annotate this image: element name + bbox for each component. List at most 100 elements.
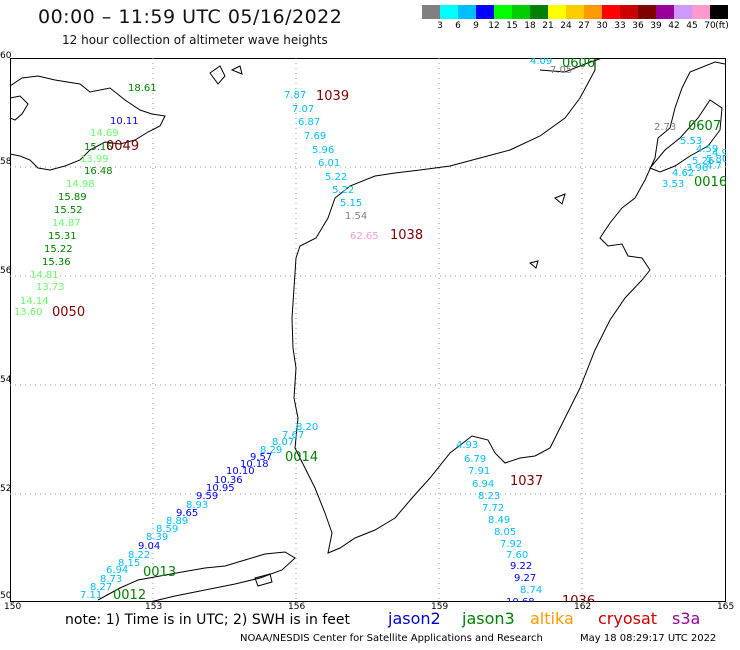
wave-height-value: 9.04 (138, 541, 160, 552)
wave-height-value: 8.20 (296, 422, 318, 433)
wave-height-value: 10.10 (226, 466, 255, 477)
colorbar-tick-label: (ft) (715, 21, 729, 31)
wave-height-value: 6.01 (318, 158, 340, 169)
wave-height-value: 14.87 (52, 218, 81, 229)
wave-height-value: 5.15 (340, 198, 362, 209)
wave-height-value: 5.22 (325, 172, 347, 183)
colorbar-swatch (674, 5, 692, 19)
coastline (230, 65, 243, 75)
wave-height-value: 14.98 (66, 179, 95, 190)
wave-height-value: 9.65 (176, 508, 198, 519)
wave-height-value: 4.93 (456, 440, 478, 451)
wave-height-value: 8.23 (478, 491, 500, 502)
wave-height-value: 15.16 (84, 142, 113, 153)
colorbar-swatch (602, 5, 620, 19)
wave-height-value: 4.62 (672, 168, 694, 179)
colorbar-tick-label: 24 (560, 21, 572, 31)
wave-height-value: 13.60 (14, 307, 43, 318)
lat-tick-label: 52 (0, 484, 12, 494)
track-time-label: 1039 (316, 89, 349, 104)
coastline (209, 65, 226, 85)
coastline (97, 551, 296, 602)
wave-height-value: 7.91 (468, 466, 490, 477)
colorbar-swatch (692, 5, 710, 19)
colorbar-tick-label: 18 (524, 21, 536, 31)
wave-height-value: 6.87 (298, 117, 320, 128)
colorbar-tick-label: 33 (614, 21, 626, 31)
satellite-altika: altika (530, 609, 574, 628)
colorbar (422, 5, 728, 19)
wave-height-value: 16.48 (84, 166, 113, 177)
wave-height-value: 8.59 (156, 524, 178, 535)
wave-height-value: 8.89 (166, 516, 188, 527)
colorbar-swatch (620, 5, 638, 19)
wave-height-value: 15.89 (58, 192, 87, 203)
wave-height-value: 62.65 (350, 231, 379, 242)
wave-height-value: 9.59 (196, 491, 218, 502)
wave-height-value: 15.36 (42, 257, 71, 268)
track-time-label: 1036 (562, 594, 595, 602)
colorbar-tick-label: 39 (650, 21, 662, 31)
coastline (291, 58, 726, 554)
wave-height-value: 7.60 (506, 550, 528, 561)
wave-height-value: 8.07 (272, 437, 294, 448)
wave-height-value: 10.36 (214, 475, 243, 486)
wave-height-value: 8.05 (494, 527, 516, 538)
wave-height-value: 8.49 (488, 515, 510, 526)
wave-height-value: 8.15 (118, 558, 140, 569)
colorbar-swatch (422, 5, 440, 19)
colorbar-tick-label: 3 (437, 21, 443, 31)
colorbar-swatch (530, 5, 548, 19)
wave-height-value: 14.69 (90, 128, 119, 139)
wave-height-value: 10.18 (240, 459, 269, 470)
wave-height-value: 10.11 (110, 116, 139, 127)
wave-height-value: 5.96 (312, 145, 334, 156)
wave-height-value: 4.91 (712, 148, 726, 159)
colorbar-tick-label: 12 (488, 21, 500, 31)
lon-tick-label: 150 (4, 602, 22, 612)
wave-height-value: 6.94 (106, 565, 128, 576)
wave-height-value: 15.22 (44, 244, 73, 255)
timestamp: May 18 08:29:17 UTC 2022 (580, 633, 717, 644)
wave-height-value: 7.11 (80, 590, 102, 601)
lon-tick-label: 165 (717, 602, 735, 612)
satellite-jason3: jason3 (462, 609, 515, 628)
lat-tick-label: 60 (0, 51, 12, 61)
colorbar-tick-label: 30 (596, 21, 608, 31)
lon-tick-label: 159 (431, 602, 449, 612)
wave-height-value: 1.54 (345, 211, 367, 222)
wave-height-value: 7.92 (500, 539, 522, 550)
wave-height-value: 4.59 (696, 144, 718, 155)
lon-tick-label: 156 (288, 602, 306, 612)
wave-height-value: 7.72 (482, 503, 504, 514)
satellite-s3a: s3a (672, 609, 701, 628)
colorbar-swatch (512, 5, 530, 19)
wave-height-value: 8.93 (186, 500, 208, 511)
lon-tick-label: 162 (574, 602, 592, 612)
track-time-label: 1037 (510, 474, 543, 489)
colorbar-swatch (566, 5, 584, 19)
track-time-label: 0050 (52, 305, 85, 320)
colorbar-swatch (548, 5, 566, 19)
lat-tick-label: 58 (0, 157, 12, 167)
colorbar-swatch (710, 5, 728, 19)
track-time-label: 0607 (688, 119, 721, 134)
colorbar-tick-label: 15 (506, 21, 518, 31)
colorbar-tick-label: 6 (455, 21, 461, 31)
page-subtitle: 12 hour collection of altimeter wave hei… (62, 33, 328, 47)
wave-height-value: 18.61 (128, 83, 157, 94)
wave-height-value: 8.22 (128, 550, 150, 561)
wave-height-value: 3.96 (686, 163, 708, 174)
units-note: note: 1) Time is in UTC; 2) SWH is in fe… (65, 612, 351, 628)
wave-height-value: 9.27 (514, 573, 536, 584)
wave-height-value: 9.22 (510, 561, 532, 572)
lat-tick-label: 50 (0, 591, 12, 601)
track-time-label: 0606 (562, 58, 595, 71)
satellite-cryosat: cryosat (598, 609, 658, 628)
wave-height-value: 15.31 (48, 231, 77, 242)
colorbar-tick-label: 21 (542, 21, 554, 31)
map-frame (10, 58, 726, 602)
page-title: 00:00 – 11:59 UTC 05/16/2022 (38, 6, 343, 28)
wave-height-value: 14.14 (20, 296, 49, 307)
